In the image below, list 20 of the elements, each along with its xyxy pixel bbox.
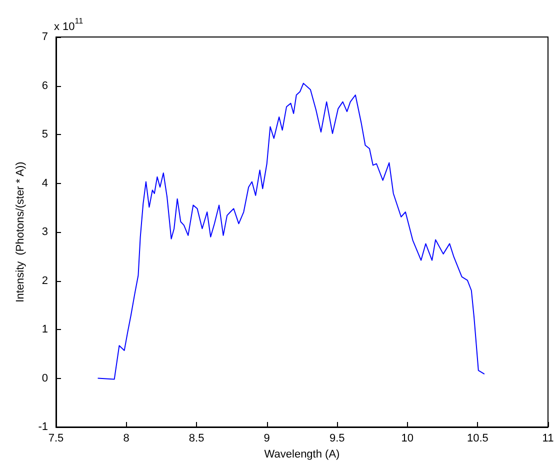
x-tick-label: 7.5 [48, 432, 64, 444]
y-tick-label: 6 [42, 80, 48, 92]
y-tick-label: 3 [42, 226, 48, 238]
line-series [98, 82, 485, 380]
y-tick-label: 5 [42, 128, 48, 140]
y-tick-label: -1 [38, 421, 48, 433]
x-axis-title: Wavelength (A) [264, 448, 340, 460]
x-tick-label: 11 [542, 432, 554, 444]
y-tick-label: 4 [42, 177, 48, 190]
x-tick-label: 10 [401, 432, 414, 444]
x-tick-label: 10.5 [467, 432, 488, 444]
x-tick-label: 9.5 [329, 432, 345, 444]
y-tick-label: 2 [42, 274, 48, 287]
x-tick-label: 8.5 [188, 432, 204, 444]
x-tick-label: 9 [264, 432, 270, 444]
y-tick-label: 1 [42, 324, 48, 336]
y-axis-title: Intensity (Photons/(ster * A)) [14, 162, 26, 302]
x-tick-label: 8 [123, 432, 130, 444]
y-tick-label: 7 [42, 31, 48, 43]
y-tick-label: 0 [42, 372, 48, 384]
